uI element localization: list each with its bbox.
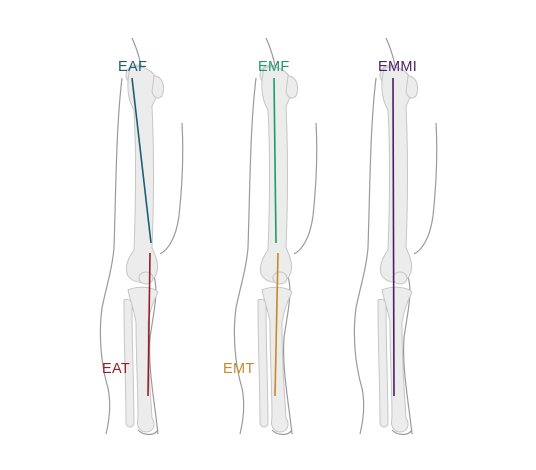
label-eat: EAT (102, 361, 131, 377)
emf-axis-line (273, 77, 277, 244)
label-emmi: EMMI (378, 59, 418, 75)
eat-axis-line (147, 252, 151, 397)
emmi-axis-line (392, 77, 395, 397)
label-emf: EMF (258, 59, 290, 75)
emt-axis-line (274, 252, 279, 397)
eaf-axis-line (131, 77, 152, 244)
label-eaf: EAF (118, 59, 148, 75)
leg-3 (353, 37, 438, 436)
label-emt: EMT (223, 361, 255, 377)
